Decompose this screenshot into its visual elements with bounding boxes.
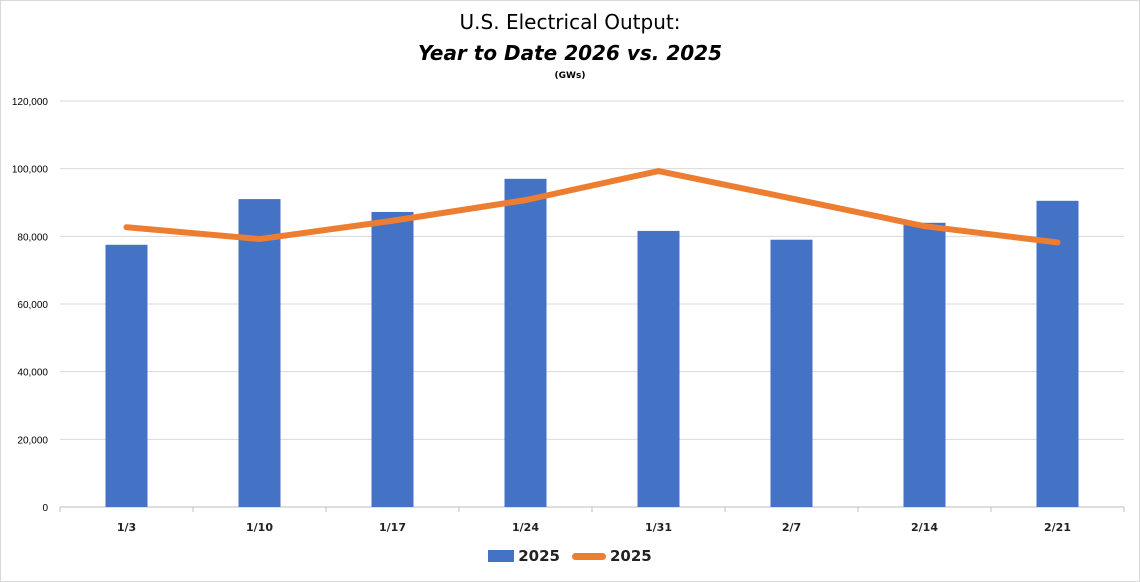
chart-units: (GWs)	[554, 71, 586, 81]
x-tick-label: 2/7	[782, 521, 801, 534]
legend-bar-label: 2025	[518, 547, 560, 565]
legend: 2025 2025	[0, 547, 1140, 565]
line-2025	[123, 168, 1061, 246]
x-tick-label: 1/31	[645, 521, 672, 534]
bar-2025	[637, 230, 680, 508]
bar-2025	[371, 211, 414, 507]
bar-2025	[770, 239, 813, 507]
y-tick-label: 0	[42, 503, 48, 514]
x-tick-label: 1/10	[246, 521, 273, 534]
y-tick-label: 40,000	[17, 368, 48, 379]
bar-2025	[105, 244, 148, 507]
x-tick-label: 2/14	[911, 521, 938, 534]
y-tick-label: 120,000	[12, 97, 49, 108]
bar-2025	[238, 199, 281, 507]
x-tick-label: 1/24	[512, 521, 539, 534]
bar-2025	[903, 222, 946, 508]
legend-item-line: 2025	[572, 547, 652, 565]
chart-subtitle: Year to Date 2026 vs. 2025	[417, 41, 723, 65]
chart-title: U.S. Electrical Output:	[459, 10, 681, 34]
x-tick-label: 2/21	[1044, 521, 1071, 534]
legend-line-swatch	[572, 552, 606, 560]
x-tick-label: 1/3	[117, 521, 136, 534]
legend-bar-swatch	[488, 550, 515, 562]
y-tick-label: 100,000	[12, 165, 49, 176]
x-tick-label: 1/17	[379, 521, 406, 534]
legend-item-bars: 2025	[488, 547, 560, 565]
y-tick-label: 20,000	[17, 435, 48, 446]
legend-line-label: 2025	[610, 547, 652, 565]
bar-2025	[504, 178, 547, 508]
bar-2025	[1036, 200, 1079, 507]
y-tick-label: 80,000	[17, 232, 48, 243]
y-tick-label: 60,000	[17, 300, 48, 311]
